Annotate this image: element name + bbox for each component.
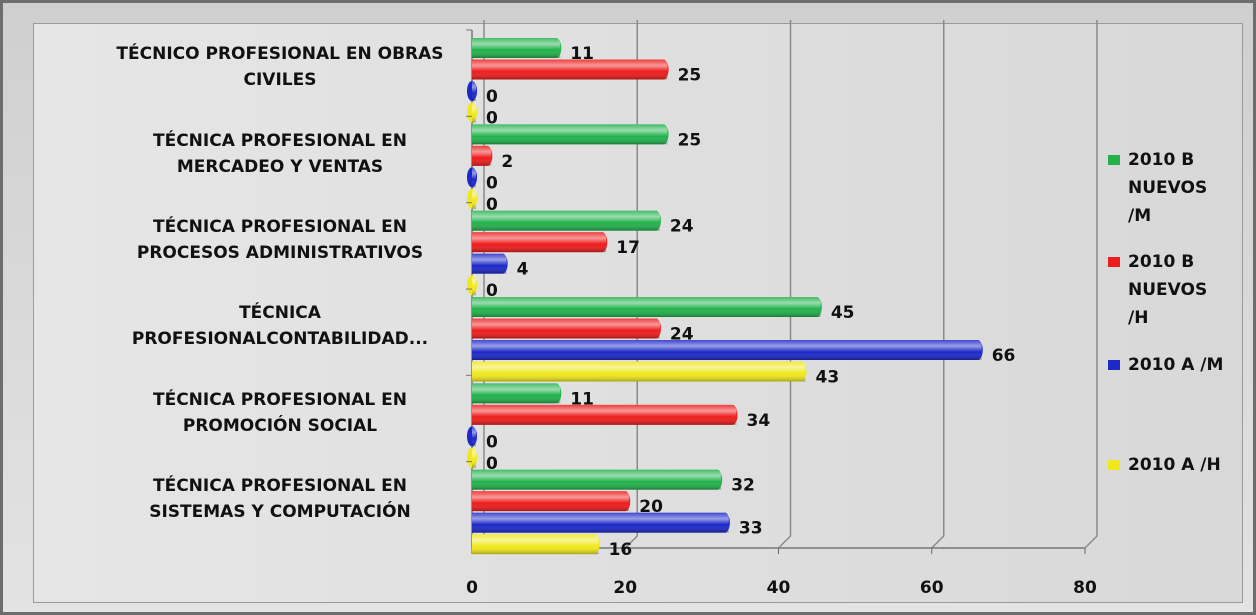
bar xyxy=(472,318,661,339)
category-label: TÉCNICO PROFESIONAL EN OBRAS CIVILES xyxy=(116,44,444,91)
bar xyxy=(472,232,608,253)
bar xyxy=(472,210,661,231)
value-label: 32 xyxy=(731,476,755,496)
value-label: 24 xyxy=(670,325,694,345)
value-label: 24 xyxy=(670,217,694,237)
grid-line xyxy=(931,20,945,549)
legend-swatch xyxy=(1108,155,1120,165)
value-label: 66 xyxy=(992,346,1016,366)
category-label: TÉCNICA PROFESIONAL EN PROCESOS ADMINIST… xyxy=(136,216,424,263)
bar xyxy=(472,361,807,382)
bar xyxy=(472,253,508,274)
bar xyxy=(467,188,477,209)
x-tick-label: 60 xyxy=(920,578,944,598)
value-label: 43 xyxy=(815,368,839,388)
bar xyxy=(472,534,600,555)
value-label: 33 xyxy=(739,519,763,539)
bar xyxy=(472,383,562,404)
category-label: TÉCNICA PROFESIONAL EN SISTEMAS Y COMPUT… xyxy=(149,475,411,522)
value-label: 0 xyxy=(486,432,498,452)
value-label: 2 xyxy=(501,152,513,172)
bar xyxy=(472,145,493,166)
bar xyxy=(472,469,723,490)
grid-line xyxy=(1084,20,1098,549)
value-label: 25 xyxy=(678,66,702,86)
legend-label: 2010 A /M xyxy=(1128,355,1224,375)
bar xyxy=(467,102,477,123)
value-label: 25 xyxy=(678,130,702,150)
bar xyxy=(472,340,983,360)
value-label: 0 xyxy=(486,173,498,193)
value-label: 20 xyxy=(639,497,663,517)
bar xyxy=(467,426,477,447)
bar xyxy=(472,512,730,533)
value-label: 0 xyxy=(486,87,498,107)
x-tick-label: 80 xyxy=(1073,578,1097,598)
value-label: 0 xyxy=(486,454,498,474)
legend-label: 2010 A /H xyxy=(1128,455,1221,475)
bar xyxy=(472,124,669,145)
legend-swatch xyxy=(1108,360,1120,370)
grid-line xyxy=(777,20,792,549)
bar xyxy=(472,59,669,80)
bar xyxy=(472,297,822,317)
value-label: 45 xyxy=(831,303,855,323)
value-label: 0 xyxy=(486,195,498,215)
value-label: 17 xyxy=(616,238,640,258)
legend-label: 2010 B NUEVOS /M xyxy=(1128,150,1208,226)
bar xyxy=(467,275,477,296)
category-label: TÉCNICA PROFESIONAL EN MERCADEO Y VENTAS xyxy=(152,130,407,177)
category-label: TÉCNICA PROFESIONALCONTABILIDAD... xyxy=(131,303,429,350)
bar xyxy=(467,81,477,101)
category-label: TÉCNICA PROFESIONAL EN PROMOCIÓN SOCIAL xyxy=(152,389,407,436)
bar xyxy=(472,404,738,425)
x-tick-label: 20 xyxy=(613,578,637,598)
bar xyxy=(472,491,631,512)
grid-line xyxy=(624,20,638,549)
legend-label: 2010 B NUEVOS /H xyxy=(1128,252,1208,328)
bar xyxy=(467,167,477,188)
x-tick-label: 0 xyxy=(466,578,478,598)
legend-swatch xyxy=(1108,257,1120,267)
value-label: 11 xyxy=(570,389,594,409)
x-tick-label: 40 xyxy=(767,578,791,598)
bar xyxy=(472,38,562,58)
value-label: 34 xyxy=(747,411,771,431)
legend-swatch xyxy=(1108,460,1120,470)
value-label: 0 xyxy=(486,109,498,129)
value-label: 0 xyxy=(486,281,498,301)
value-label: 16 xyxy=(609,540,633,560)
bar xyxy=(467,447,477,468)
value-label: 11 xyxy=(570,44,594,64)
value-label: 4 xyxy=(517,260,529,280)
